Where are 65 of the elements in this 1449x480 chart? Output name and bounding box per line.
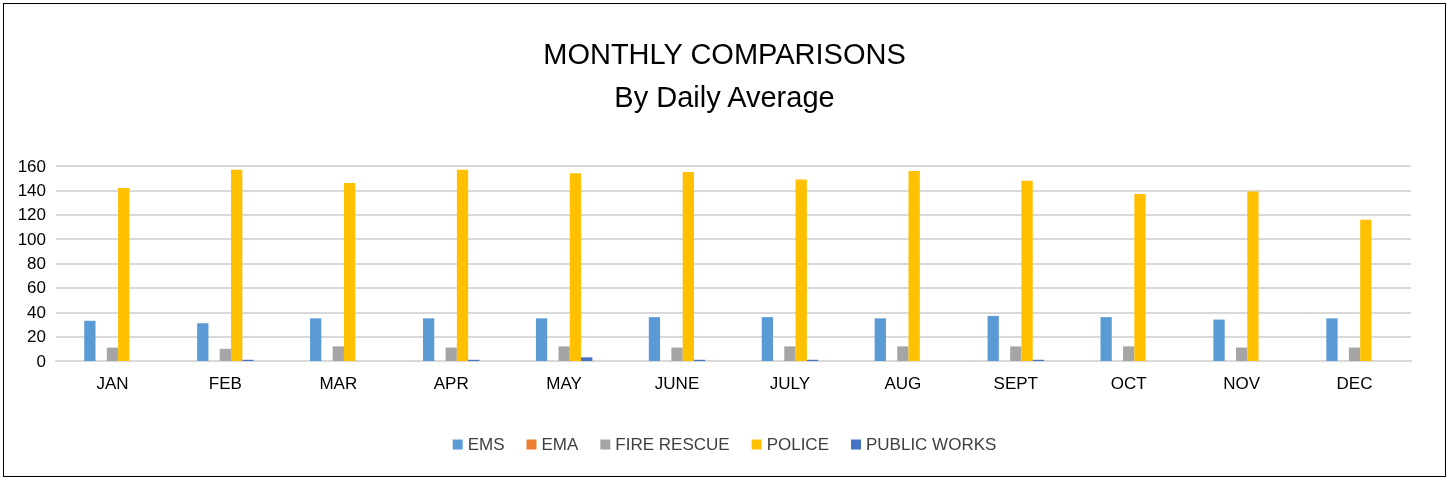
bar [1213, 319, 1225, 361]
y-tick-label: 40 [27, 302, 46, 322]
bar [581, 357, 593, 361]
bar [1100, 317, 1112, 361]
y-tick-label: 140 [17, 180, 46, 200]
x-tick-label: SEPT [993, 374, 1038, 393]
x-tick-label: MAR [319, 374, 358, 393]
x-tick-label: AUG [884, 374, 922, 393]
bar [558, 346, 570, 361]
x-tick-label: MAY [546, 374, 582, 393]
y-tick-label: 0 [36, 351, 46, 371]
y-tick-label: 80 [27, 254, 46, 273]
bar [1021, 180, 1033, 361]
legend-label: EMA [541, 435, 579, 454]
bar [456, 169, 469, 361]
bar [1123, 346, 1135, 361]
bar [1235, 347, 1248, 361]
bar [84, 320, 96, 361]
bar [1247, 191, 1259, 361]
bar [332, 346, 344, 361]
bar [897, 346, 909, 361]
bar [231, 169, 243, 361]
bar [343, 183, 356, 361]
bar [310, 318, 322, 361]
x-tick-label: OCT [1110, 374, 1147, 393]
y-tick-label: 160 [17, 156, 46, 176]
y-tick-label: 60 [27, 278, 46, 298]
bar [106, 347, 119, 361]
bar [795, 179, 807, 361]
x-tick-label: JULY [769, 374, 811, 393]
bar [1326, 318, 1338, 361]
legend-label: EMS [467, 435, 505, 454]
bar [671, 347, 683, 361]
bar [648, 317, 661, 361]
bar [908, 170, 920, 361]
x-tick-label: NOV [1223, 374, 1261, 393]
y-tick-label: 100 [17, 229, 46, 249]
chart-subtitle: By Daily Average [614, 80, 835, 113]
bar [1348, 347, 1361, 361]
bar [1010, 346, 1022, 361]
bar [569, 173, 582, 361]
bar [219, 348, 232, 361]
x-tick-label: DEC [1336, 374, 1373, 393]
bar [987, 315, 999, 361]
bar [1360, 219, 1372, 361]
x-tick-label: JAN [96, 374, 129, 393]
legend-label: FIRE RESCUE [615, 435, 730, 454]
legend-label: POLICE [766, 435, 829, 454]
x-tick-label: FEB [208, 374, 242, 393]
legend-label: PUBLIC WORKS [865, 435, 997, 454]
bar [197, 323, 209, 361]
bar [784, 346, 796, 361]
bar [761, 317, 774, 361]
y-tick-label: 20 [27, 327, 46, 347]
y-tick-label: 120 [17, 205, 46, 225]
chart-title: MONTHLY COMPARISONS [543, 37, 906, 70]
bar [682, 172, 694, 361]
bar [1134, 194, 1146, 361]
bar [874, 318, 886, 361]
x-tick-label: APR [433, 374, 469, 393]
bar [422, 318, 435, 361]
bar [118, 187, 130, 361]
bar [535, 318, 548, 361]
bar [445, 347, 457, 361]
x-tick-label: JUNE [654, 374, 700, 393]
